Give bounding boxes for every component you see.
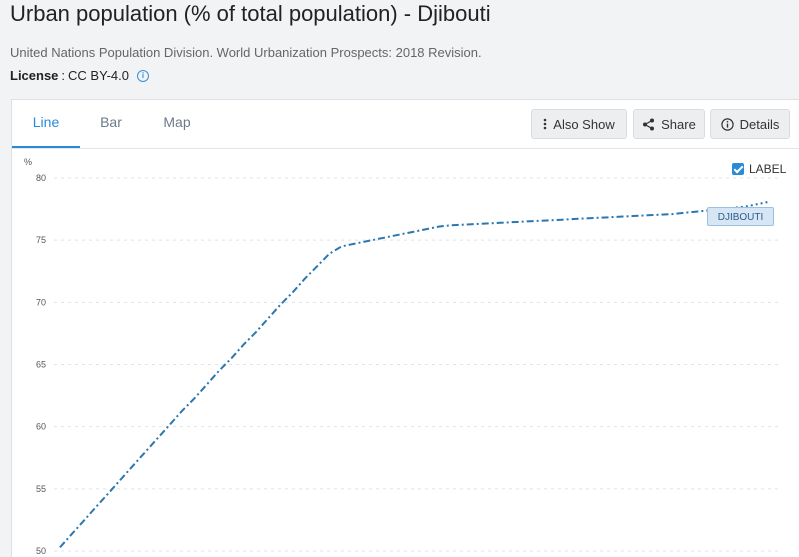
y-tick-label: 50 bbox=[36, 546, 46, 556]
tab-line[interactable]: Line bbox=[12, 100, 80, 148]
also-show-label: Also Show bbox=[553, 116, 615, 132]
page-title: Urban population (% of total population)… bbox=[10, 1, 491, 26]
tab-bar[interactable]: Bar bbox=[100, 114, 122, 130]
label-toggle-text: LABEL bbox=[749, 162, 787, 176]
y-tick-label: 70 bbox=[36, 297, 46, 307]
details-label: Details bbox=[739, 116, 780, 132]
series-line-djibouti bbox=[59, 208, 722, 548]
license-separator: : bbox=[61, 68, 66, 83]
series-label-tag: DJIBOUTI bbox=[707, 207, 774, 226]
series-line-djibouti-projection bbox=[720, 200, 771, 211]
details-button[interactable]: Details bbox=[710, 109, 790, 139]
y-tick-label: 80 bbox=[36, 173, 46, 183]
chart-tabs: Line Bar Map bbox=[12, 100, 212, 148]
info-icon[interactable]: i bbox=[136, 69, 149, 82]
y-axis-label: % bbox=[24, 157, 32, 167]
info-circle-icon bbox=[720, 117, 734, 131]
license-row: License : CC BY-4.0 i bbox=[10, 68, 149, 83]
tab-map[interactable]: Map bbox=[163, 114, 191, 130]
share-button[interactable]: Share bbox=[633, 109, 705, 139]
license-label: License bbox=[10, 68, 59, 83]
more-vertical-icon bbox=[543, 118, 547, 130]
label-toggle[interactable]: LABEL bbox=[732, 162, 786, 176]
y-tick-label: 55 bbox=[36, 484, 46, 494]
label-checkbox-icon[interactable] bbox=[732, 163, 744, 175]
tab-divider bbox=[12, 148, 799, 149]
y-tick-label: 75 bbox=[36, 235, 46, 245]
source-text: United Nations Population Division. Worl… bbox=[10, 45, 482, 60]
line-chart: % 50 55 60 65 70 75 80 bbox=[24, 157, 782, 556]
y-tick-label: 65 bbox=[36, 360, 46, 370]
license-value[interactable]: CC BY-4.0 bbox=[68, 68, 129, 83]
share-label: Share bbox=[661, 116, 696, 132]
also-show-button[interactable]: Also Show bbox=[531, 109, 627, 139]
y-tick-label: 60 bbox=[36, 422, 46, 432]
share-icon bbox=[643, 118, 655, 130]
chart-panel: Line Bar Map Also Show Share Details % 50… bbox=[11, 99, 799, 557]
